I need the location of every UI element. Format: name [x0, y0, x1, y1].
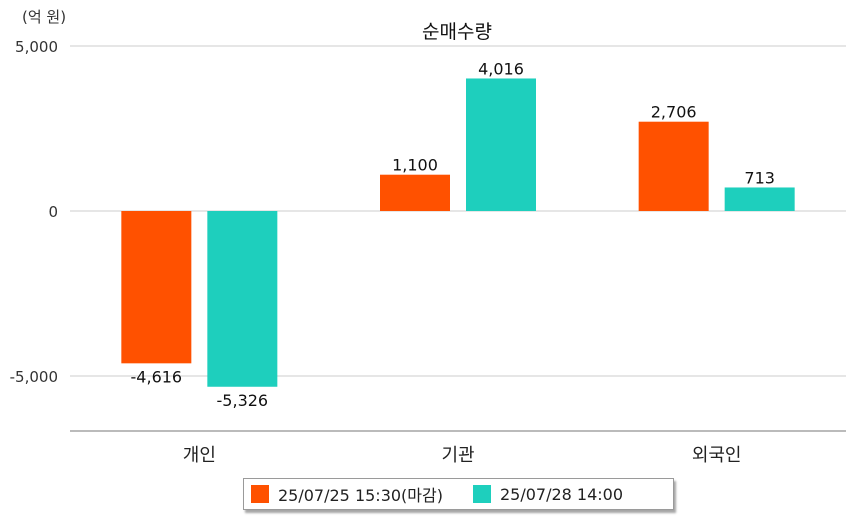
- x-tick-label: 개인: [183, 445, 216, 466]
- y-tick-label: 5,000: [15, 38, 58, 56]
- chart-title: 순매수량: [422, 21, 492, 43]
- legend: 25/07/25 15:30(마감) 25/07/28 14:00: [243, 478, 674, 510]
- bar-layer: [121, 78, 795, 387]
- bar: [638, 121, 709, 211]
- bar: [380, 174, 450, 211]
- data-label: 713: [744, 168, 775, 187]
- legend-label-series-1: 25/07/25 15:30(마감): [278, 486, 443, 505]
- x-tick-label: 외국인: [692, 445, 742, 466]
- legend-item-series-1[interactable]: 25/07/25 15:30(마감): [251, 482, 443, 506]
- data-label: 1,100: [392, 156, 438, 175]
- legend-swatch-series-2: [472, 485, 491, 503]
- bar: [466, 78, 536, 211]
- x-tick-label: 기관: [441, 445, 474, 466]
- y-tick-label: -5,000: [10, 368, 58, 386]
- data-label: 4,016: [478, 59, 524, 78]
- data-label: -4,616: [131, 367, 183, 386]
- y-tick-label: 0: [48, 203, 58, 221]
- legend-label-series-2: 25/07/28 14:00: [499, 484, 624, 504]
- bar: [121, 211, 192, 364]
- grid-layer: [70, 45, 846, 432]
- label-layer: 5,000 0 -5,000 -4,616 -5,326 개인 1,100 4,016 기관 2,…: [10, 38, 775, 466]
- bar: [207, 211, 278, 387]
- data-label: 2,706: [651, 103, 697, 122]
- unit-label: (억 원): [22, 8, 66, 26]
- legend-item-series-2[interactable]: 25/07/28 14:00: [472, 484, 624, 504]
- data-label: -5,326: [217, 391, 269, 410]
- bar: [724, 187, 795, 211]
- legend-swatch-series-1: [251, 485, 269, 503]
